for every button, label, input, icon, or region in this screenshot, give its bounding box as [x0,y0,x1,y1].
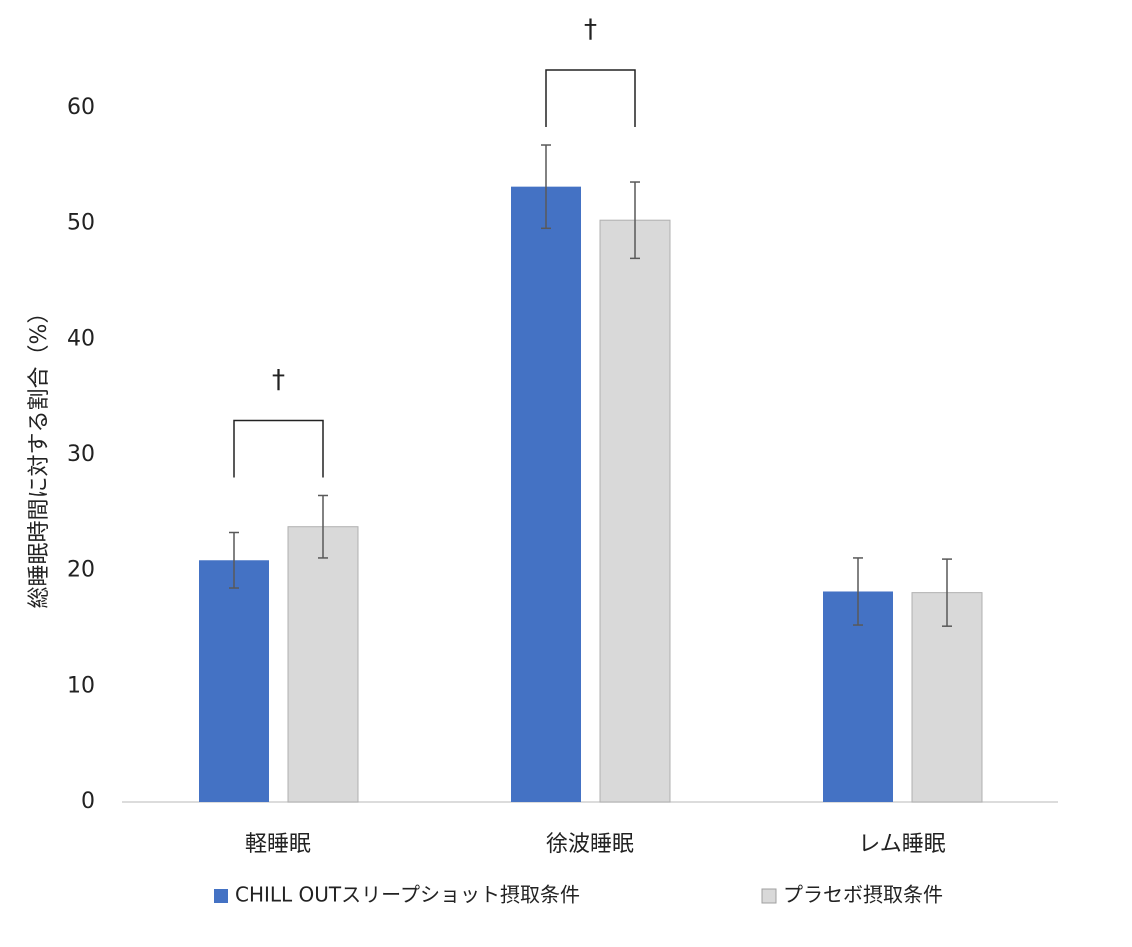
significance-bracket [545,69,636,128]
error-bar [541,144,551,230]
bar [287,526,359,803]
y-tick-label: 10 [67,673,95,698]
error-bar [942,558,952,627]
bar [199,560,269,802]
legend-text: CHILL OUTスリープショット摂取条件 [235,883,580,907]
y-tick-label: 20 [67,558,95,583]
legend-text: プラセボ摂取条件 [783,883,943,907]
y-tick-label: 60 [67,95,95,120]
x-tick-label: 軽睡眠 [245,832,311,857]
legend-swatch [761,888,777,904]
x-tick-label: 徐波睡眠 [546,832,634,857]
significance-mark: † [584,15,597,45]
error-bar [630,181,640,260]
error-bar [318,494,328,559]
error-bar [853,557,863,626]
y-tick-label: 30 [67,442,95,467]
bar [823,591,893,802]
y-tick-label: 0 [81,789,95,814]
x-tick-label: レム睡眠 [858,832,946,857]
legend-swatch [214,889,228,903]
y-tick-label: 40 [67,326,95,351]
significance-bracket [233,419,324,478]
y-tick-label: 50 [67,211,95,236]
significance-mark: † [272,365,285,395]
bar [599,219,671,803]
bar [511,186,581,803]
y-axis-label: 総睡眠時間に対する割合（%） [27,302,52,609]
error-bar [229,531,239,589]
